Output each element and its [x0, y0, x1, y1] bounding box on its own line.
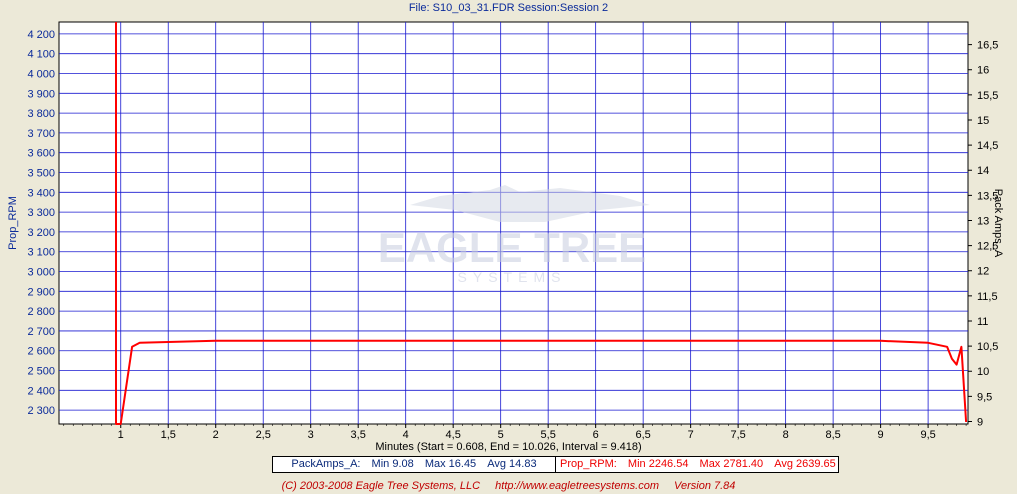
y2-tick-label: 12,5: [977, 241, 998, 253]
y-tick-label: 3 400: [27, 187, 55, 199]
legend-rpm-name: Prop_RPM:: [560, 458, 617, 470]
x-tick-label: 8: [783, 429, 789, 441]
y-tick-label: 3 500: [27, 168, 55, 180]
chart-title: File: S10_03_31.FDR Session:Session 2: [408, 2, 609, 14]
x-tick-label: 2,5: [256, 429, 271, 441]
y-tick-label: 4 000: [27, 68, 55, 80]
y2-tick-label: 14: [977, 165, 989, 177]
legend: PackAmps_A: Min 9.08 Max 16.45 Avg 14.83…: [272, 456, 839, 473]
x-tick-label: 9,5: [920, 429, 935, 441]
y-tick-label: 2 600: [27, 346, 55, 358]
footer: (C) 2003-2008 Eagle Tree Systems, LLC ht…: [0, 480, 1017, 492]
y-tick-label: 3 000: [27, 267, 55, 279]
x-tick-label: 5: [498, 429, 504, 441]
copyright-text: (C) 2003-2008 Eagle Tree Systems, LLC: [281, 480, 481, 492]
y2-tick-label: 14,5: [977, 140, 998, 152]
x-tick-label: 7,5: [730, 429, 745, 441]
x-tick-label: 4: [403, 429, 409, 441]
series-group: [115, 22, 968, 425]
grid-lines: [59, 22, 968, 424]
x-tick-label: 7: [688, 429, 694, 441]
y2-tick-label: 10: [977, 366, 989, 378]
x-tick-label: 1,5: [161, 429, 176, 441]
y-tick-label: 4 200: [27, 29, 55, 41]
y-tick-label: 2 800: [27, 306, 55, 318]
x-tick-label: 5,5: [541, 429, 556, 441]
watermark-sub: SYSTEMS: [458, 269, 567, 285]
y-tick-label: 4 100: [27, 49, 55, 61]
series-line-packamps_a: [115, 22, 968, 425]
y-tick-label: 2 300: [27, 405, 55, 417]
y-tick-label: 3 900: [27, 88, 55, 100]
legend-packamps-min: Min 9.08: [371, 458, 414, 470]
y2-tick-label: 16,5: [977, 40, 998, 52]
legend-rpm-max: Max 2781.40: [699, 458, 764, 470]
x-axis-label: Minutes (Start = 0.608, End = 10.026, In…: [375, 441, 642, 453]
y-axis-right: 16,5 16 15,5 15 14,5 14 13,5 13 12,5 12 11,5 11 10,5…: [968, 40, 998, 428]
y-tick-label: 2 700: [27, 326, 55, 338]
y-tick-label: 2 400: [27, 385, 55, 397]
y2-axis-label: Pack Amps_A: [992, 189, 1004, 258]
y-axis-left: 4 200 4 100 4 000 3 900 3 800 3 700 3 600 3 500…: [27, 29, 55, 417]
y-tick-label: 3 800: [27, 108, 55, 120]
watermark-logo: EAGLE TREE SYSTEMS: [378, 185, 650, 285]
y2-tick-label: 13: [977, 215, 989, 227]
legend-packamps-avg: Avg 14.83: [487, 458, 537, 470]
y2-tick-label: 16: [977, 65, 989, 77]
legend-packamps-name: PackAmps_A:: [291, 458, 361, 470]
x-tick-label: 9: [878, 429, 884, 441]
y-tick-label: 3 100: [27, 247, 55, 259]
x-axis: 1 1,5 2 2,5 3 3,5 4 4,5 5 5,5 6 6,5 7 7,5 8 8,5 9 9,5: [63, 424, 967, 441]
y-tick-label: 2 900: [27, 286, 55, 298]
y2-tick-label: 11: [977, 316, 988, 328]
legend-rpm-min: Min 2246.54: [627, 458, 689, 470]
y-tick-label: 2 500: [27, 366, 55, 378]
website-link[interactable]: http://www.eagletreesystems.com: [495, 480, 659, 492]
y2-tick-label: 12: [977, 266, 989, 278]
y-tick-label: 3 300: [27, 207, 55, 219]
y2-tick-label: 10,5: [977, 341, 998, 353]
y2-tick-label: 11,5: [977, 291, 998, 303]
x-tick-label: 3,5: [351, 429, 366, 441]
x-tick-label: 1: [118, 429, 124, 441]
y-tick-label: 3 700: [27, 128, 55, 140]
y2-tick-label: 9,5: [977, 391, 992, 403]
legend-item-packamps: PackAmps_A: Min 9.08 Max 16.45 Avg 14.83: [273, 457, 556, 472]
plot-area: [58, 21, 969, 425]
legend-item-proprpm: Prop_RPM: Min 2246.54 Max 2781.40 Avg 26…: [556, 457, 838, 472]
legend-rpm-avg: Avg 2639.65: [774, 458, 836, 470]
x-tick-label: 6,5: [636, 429, 651, 441]
y-tick-label: 3 200: [27, 227, 55, 239]
y2-tick-label: 15,5: [977, 90, 998, 102]
y2-tick-label: 15: [977, 115, 989, 127]
x-tick-label: 8,5: [825, 429, 840, 441]
y-axis-label: Prop_RPM: [7, 196, 19, 250]
x-tick-label: 4,5: [446, 429, 461, 441]
version-text: Version 7.84: [674, 480, 736, 492]
y2-tick-label: 13,5: [977, 190, 998, 202]
y2-tick-label: 9: [977, 416, 983, 428]
x-tick-label: 3: [308, 429, 314, 441]
watermark-brand: EAGLE TREE: [378, 224, 646, 271]
legend-packamps-max: Max 16.45: [424, 458, 477, 470]
x-tick-label: 6: [593, 429, 599, 441]
x-tick-label: 2: [213, 429, 219, 441]
y-tick-label: 3 600: [27, 148, 55, 160]
